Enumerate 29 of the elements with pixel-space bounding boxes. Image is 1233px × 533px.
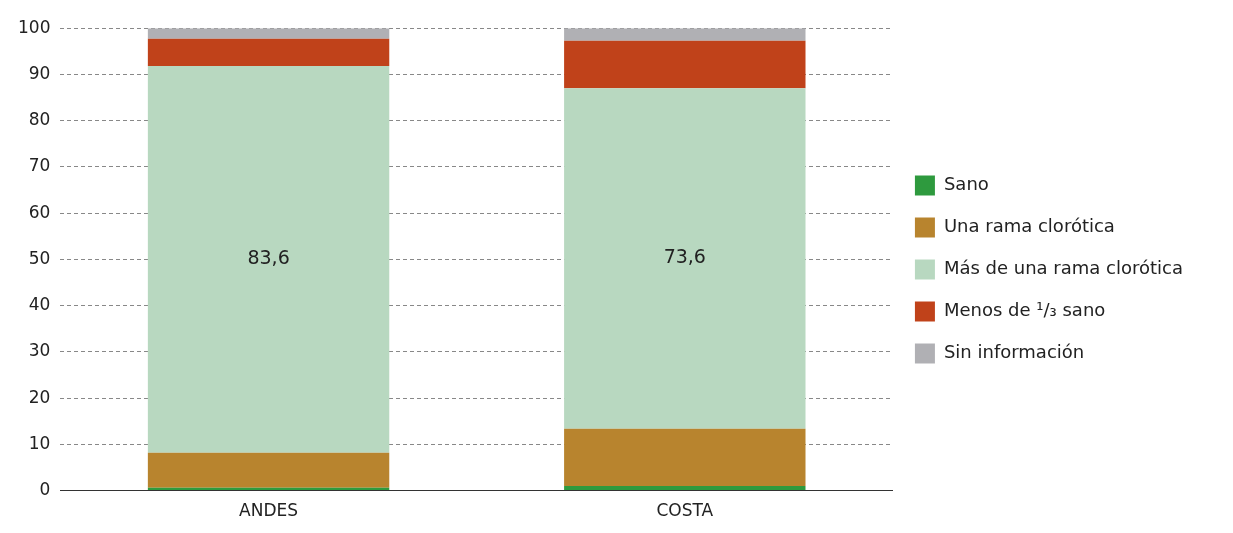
data-label: 83,6 bbox=[247, 246, 290, 269]
x-tick-label: COSTA bbox=[656, 500, 714, 521]
bar bbox=[564, 40, 806, 89]
y-tick-label: 10 bbox=[28, 432, 51, 453]
y-tick-label: 0 bbox=[39, 479, 51, 500]
data-label: 73,6 bbox=[663, 245, 706, 268]
y-tick-label: 80 bbox=[28, 109, 51, 130]
legend-label: Más de una rama clorótica bbox=[943, 257, 1184, 279]
bar bbox=[564, 428, 806, 486]
y-tick-label: 50 bbox=[28, 247, 51, 268]
y-tick-label: 90 bbox=[28, 62, 51, 83]
bar bbox=[564, 28, 806, 41]
bar bbox=[147, 28, 390, 39]
y-tick-label: 100 bbox=[17, 16, 51, 37]
x-tick-label: ANDES bbox=[239, 500, 299, 521]
y-tick-label: 20 bbox=[28, 386, 51, 407]
legend-label: Una rama clorótica bbox=[943, 215, 1115, 237]
legend-label: Menos de ¹/₃ sano bbox=[943, 299, 1106, 321]
bar bbox=[564, 485, 806, 491]
bar bbox=[147, 38, 390, 67]
legend-label: Sin información bbox=[943, 341, 1085, 363]
y-tick-label: 60 bbox=[28, 201, 51, 222]
y-tick-label: 40 bbox=[28, 294, 51, 315]
y-tick-label: 30 bbox=[28, 340, 51, 361]
bar bbox=[564, 88, 806, 429]
bar bbox=[147, 452, 390, 488]
y-tick-label: 70 bbox=[28, 155, 51, 176]
bar bbox=[147, 66, 390, 453]
legend-label: Sano bbox=[943, 173, 989, 195]
